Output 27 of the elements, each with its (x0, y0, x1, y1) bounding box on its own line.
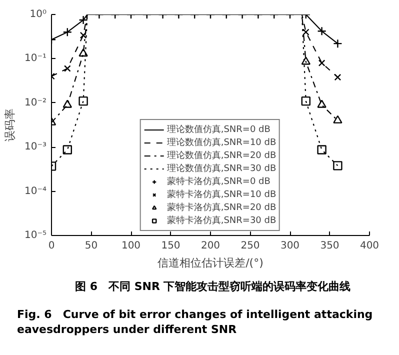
y-tick-label: 10⁻⁴ (24, 186, 47, 197)
x-axis-title: 信道相位估计误差/(°) (158, 256, 264, 270)
legend-label: 理论数值仿真,SNR=10 dB (166, 136, 276, 149)
caption: Fig. 6 Curve of bit error changes of intelligent attacking eavesdroppers under different SNR (17, 306, 374, 338)
y-tick-label: 10⁻¹ (24, 53, 47, 64)
x-tick-label: 100 (121, 240, 141, 252)
caption: 图 6 不同 SNR 下智能攻击型窃听端的误码率变化曲线 (75, 279, 351, 295)
x-tick-label: 350 (320, 240, 340, 252)
legend-label: 蒙特卡洛仿真,SNR=20 dB (166, 202, 276, 214)
x-tick-label: 150 (161, 240, 180, 252)
y-axis-title: 误码率 (3, 108, 16, 142)
x-tick-label: 250 (240, 240, 260, 252)
legend-label: 理论数值仿真,SNR=20 dB (166, 150, 276, 162)
x-tick-label: 50 (84, 240, 98, 252)
legend-label: 蒙特卡洛仿真,SNR=10 dB (166, 188, 276, 201)
x-tick-label: 300 (280, 240, 300, 252)
x-tick-label: 0 (48, 240, 55, 252)
legend-label: 理论数值仿真,SNR=30 dB (166, 162, 276, 175)
y-tick-label: 10⁻² (24, 97, 47, 108)
y-tick-label: 10⁻⁵ (24, 230, 47, 241)
legend-label: 蒙特卡洛仿真,SNR=0 dB (166, 176, 270, 188)
y-tick-label: 10⁻³ (24, 142, 47, 153)
y-tick-label: 10⁰ (30, 9, 46, 20)
legend-label: 蒙特卡洛仿真,SNR=30 dB (166, 214, 276, 227)
x-tick-label: 200 (200, 240, 220, 252)
x-tick-label: 400 (360, 240, 380, 252)
legend-label: 理论数值仿真,SNR=0 dB (166, 124, 270, 136)
